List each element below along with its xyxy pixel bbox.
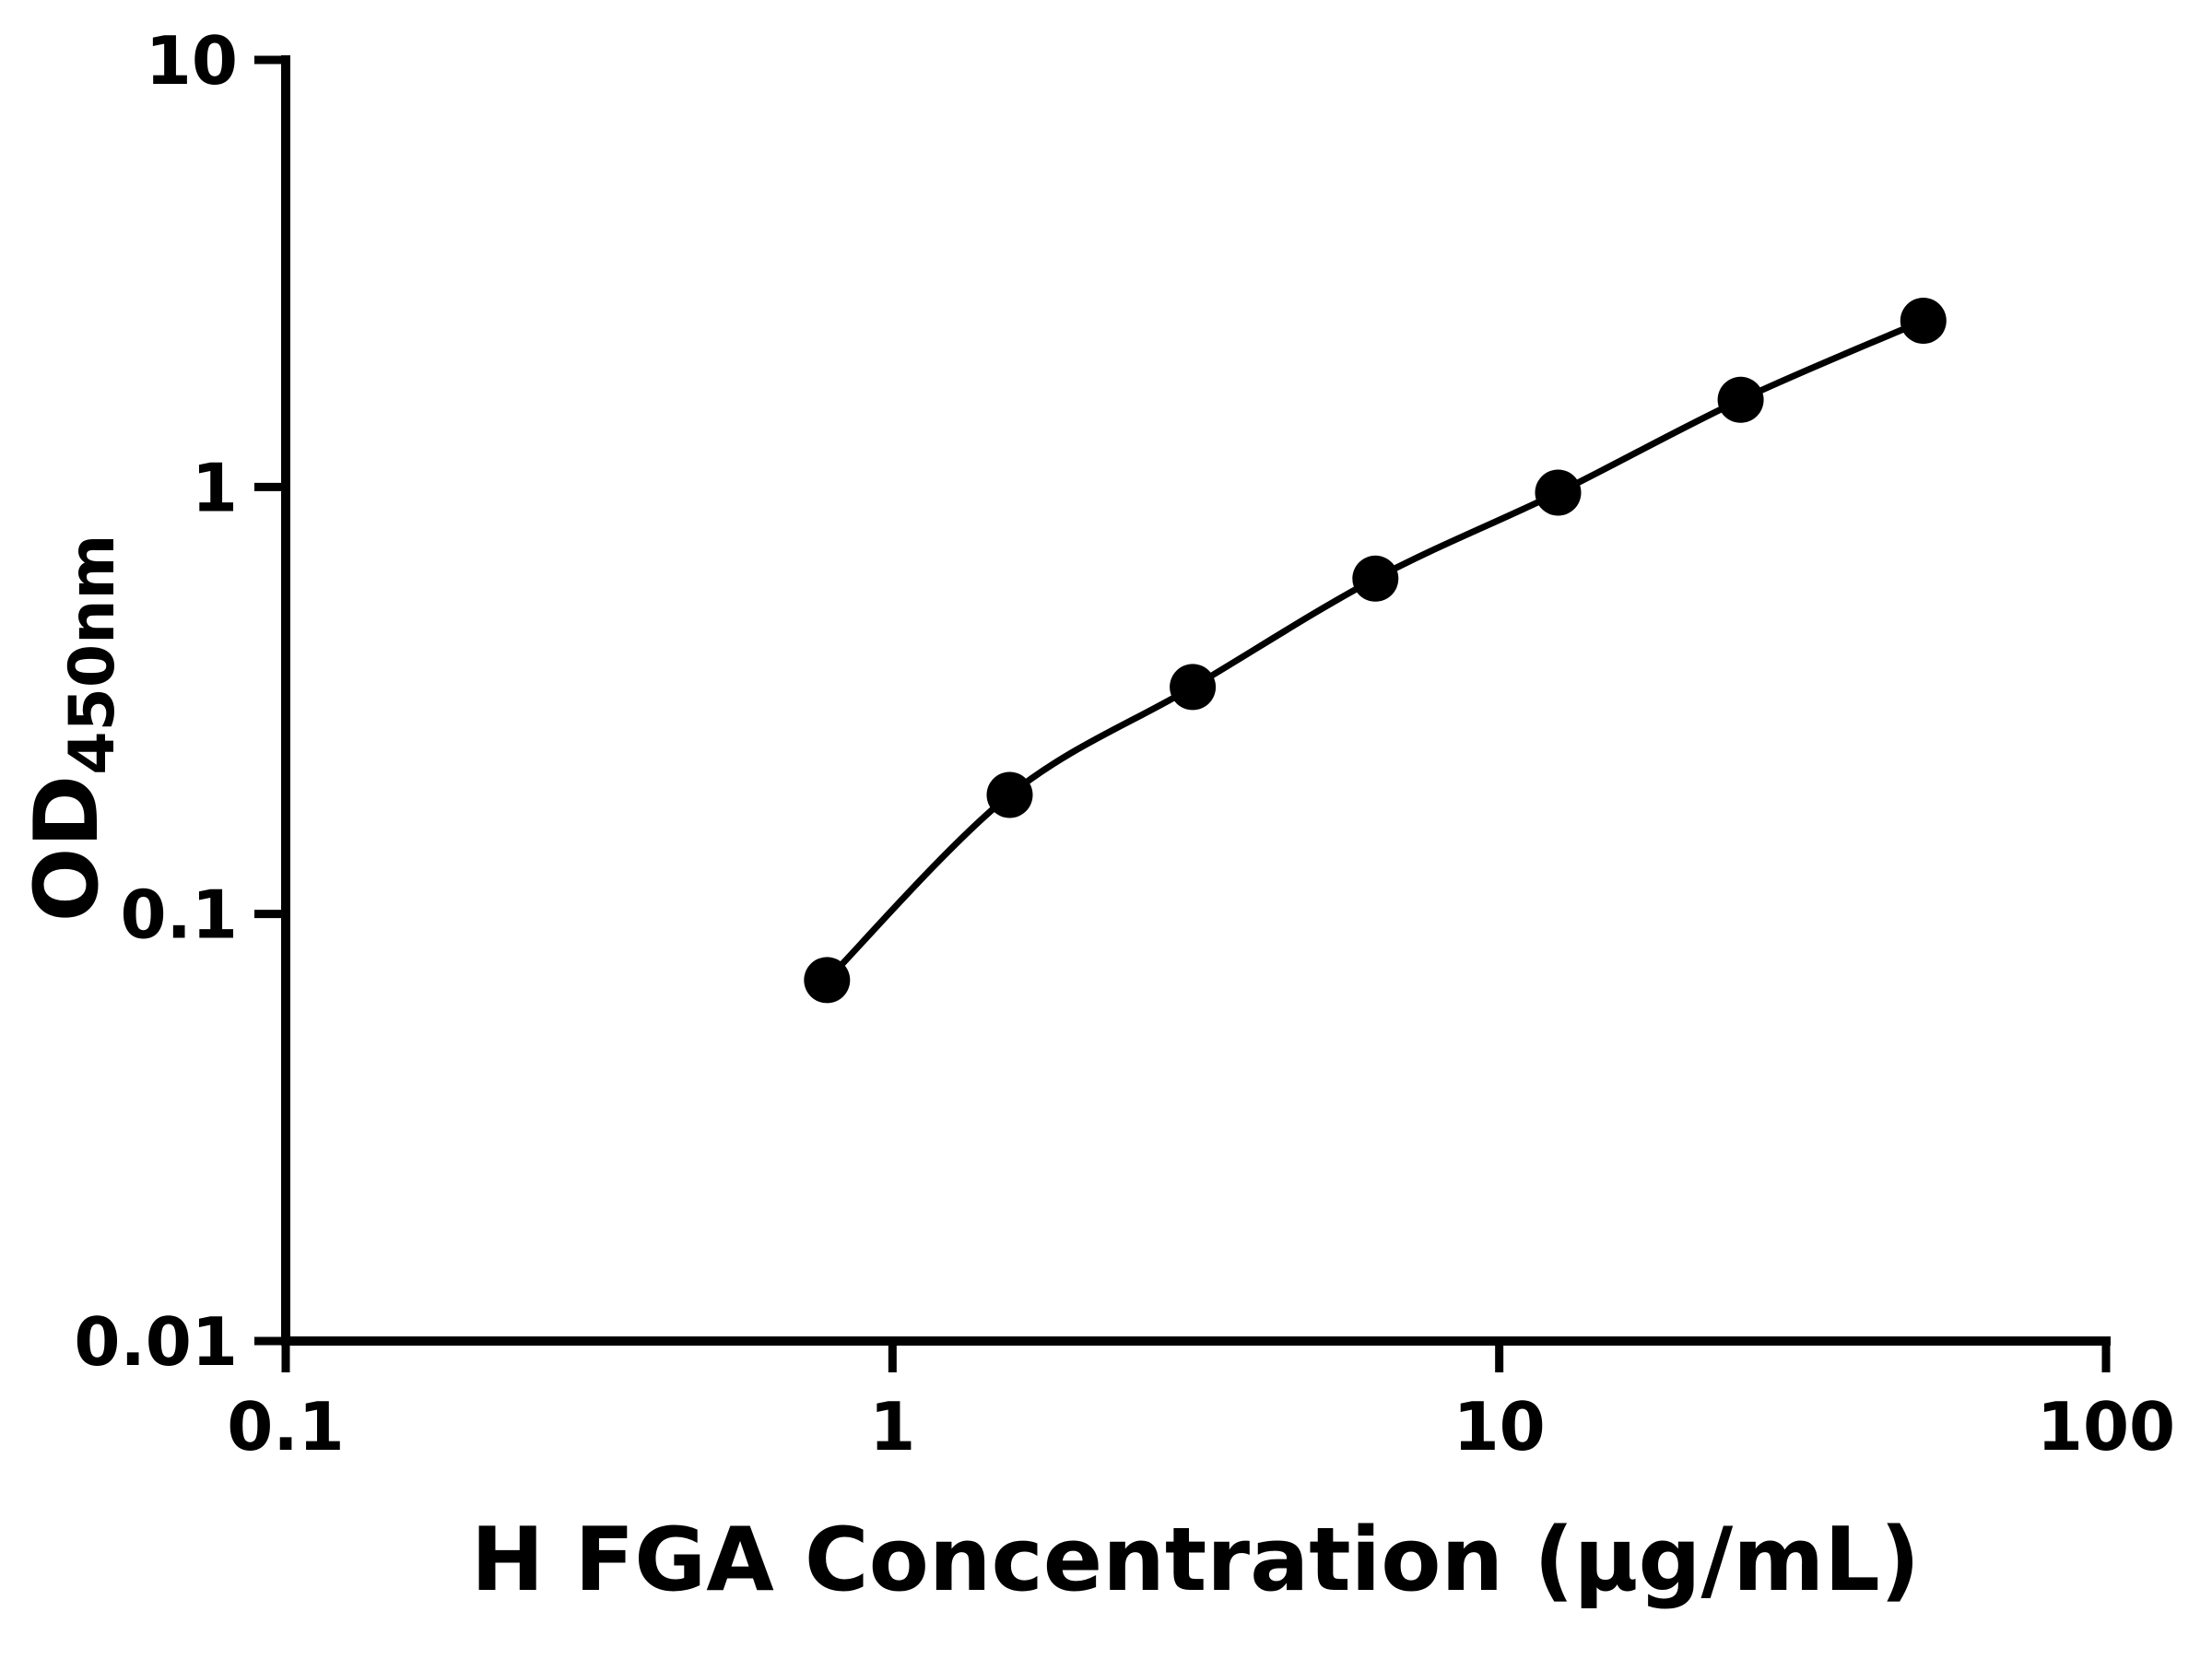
x-axis-tick-label: 100 bbox=[2037, 1388, 2175, 1465]
x-axis-title: H FGA Concentration (μg/mL) bbox=[471, 1510, 1920, 1611]
y-axis-tick-label: 0.01 bbox=[74, 1303, 238, 1381]
y-axis-tick-label: 1 bbox=[192, 449, 238, 526]
data-point bbox=[1535, 469, 1582, 516]
data-point bbox=[1900, 298, 1947, 344]
data-point bbox=[1170, 664, 1217, 711]
y-axis-title: OD450nm bbox=[17, 535, 129, 923]
x-axis-tick-label: 0.1 bbox=[227, 1388, 345, 1465]
y-axis-tick-label: 0.1 bbox=[120, 877, 238, 954]
x-axis-tick-label: 10 bbox=[1453, 1388, 1546, 1465]
x-axis-tick-label: 1 bbox=[869, 1388, 915, 1465]
y-axis-title-main: OD bbox=[17, 775, 118, 923]
y-axis-title-subscript: 450nm bbox=[56, 535, 129, 775]
data-point bbox=[804, 957, 851, 1004]
y-axis-tick-label: 10 bbox=[146, 22, 238, 100]
data-point bbox=[1352, 555, 1399, 602]
fit-curve bbox=[824, 317, 1925, 982]
data-point bbox=[986, 771, 1033, 818]
data-point bbox=[1717, 376, 1764, 423]
